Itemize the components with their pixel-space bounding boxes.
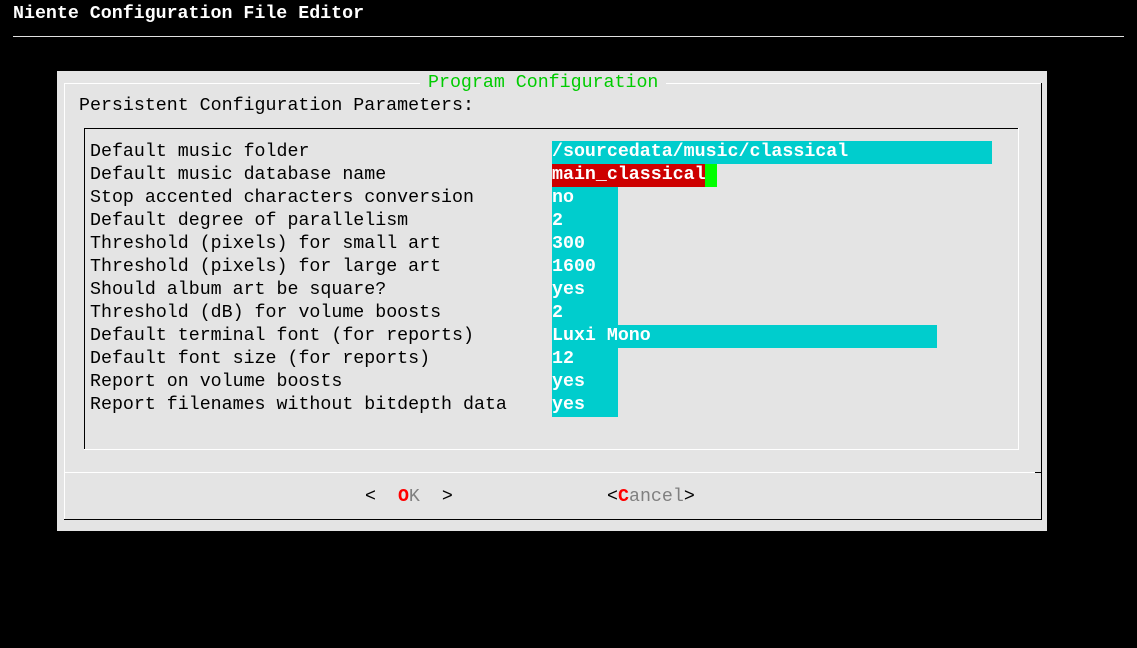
field-input[interactable]: /sourcedata/music/classical xyxy=(552,141,992,164)
config-dialog: Program Configuration Persistent Configu… xyxy=(57,71,1047,531)
field-label: Threshold (dB) for volume boosts xyxy=(90,303,442,323)
app-title: Niente Configuration File Editor xyxy=(13,4,365,24)
field-label: Report filenames without bitdepth data xyxy=(90,395,507,415)
text-cursor xyxy=(705,164,717,187)
ok-button[interactable]: < OK > xyxy=(365,487,453,507)
field-input[interactable]: no xyxy=(552,187,618,210)
field-input[interactable]: 2 xyxy=(552,210,618,233)
field-input[interactable]: yes xyxy=(552,394,618,417)
field-input[interactable]: 1600 xyxy=(552,256,618,279)
form-box xyxy=(84,128,1019,450)
field-label: Threshold (pixels) for large art xyxy=(90,257,442,277)
field-label: Should album art be square? xyxy=(90,280,387,300)
field-label: Default music database name xyxy=(90,165,387,185)
title-divider xyxy=(13,36,1124,37)
field-input[interactable]: 2 xyxy=(552,302,618,325)
field-label: Report on volume boosts xyxy=(90,372,343,392)
dialog-border-bottom xyxy=(64,519,1042,520)
field-input[interactable]: yes xyxy=(552,279,618,302)
field-label: Threshold (pixels) for small art xyxy=(90,234,442,254)
button-separator xyxy=(64,472,1041,473)
dialog-title: Program Configuration xyxy=(420,72,667,94)
dialog-border-right xyxy=(1041,83,1042,519)
field-label: Default music folder xyxy=(90,142,310,162)
cancel-button[interactable]: <Cancel> xyxy=(607,487,695,507)
field-input[interactable]: 300 xyxy=(552,233,618,256)
field-input[interactable]: main_classical xyxy=(552,164,706,187)
field-input[interactable]: yes xyxy=(552,371,618,394)
field-label: Default terminal font (for reports) xyxy=(90,326,474,346)
dialog-subtitle: Persistent Configuration Parameters: xyxy=(79,96,474,116)
field-input[interactable]: 12 xyxy=(552,348,618,371)
field-label: Default degree of parallelism xyxy=(90,211,409,231)
field-input[interactable]: Luxi Mono xyxy=(552,325,937,348)
field-label: Stop accented characters conversion xyxy=(90,188,474,208)
dialog-border-left xyxy=(64,83,65,519)
field-label: Default font size (for reports) xyxy=(90,349,431,369)
